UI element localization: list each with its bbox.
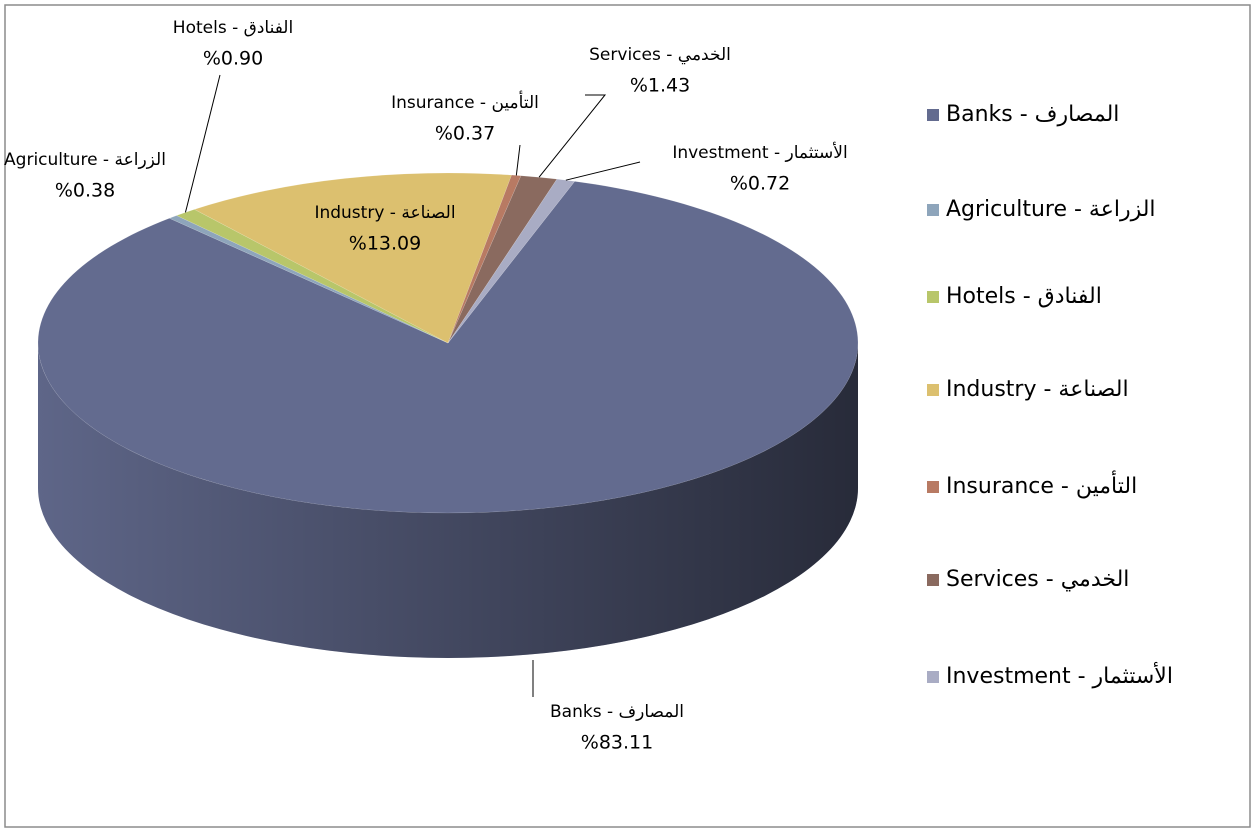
legend-swatch (927, 574, 939, 586)
legend-label: Insurance - التأمين (946, 470, 1137, 499)
data-label-name: Investment - الأستثمار (672, 142, 847, 163)
slice (176, 209, 449, 344)
leader-line (184, 74, 221, 213)
data-label-name: Insurance - التأمين (391, 90, 539, 113)
data-label-value: %1.43 (630, 75, 690, 97)
side-shade (38, 343, 858, 658)
data-label-name: Services - الخدمي (589, 45, 731, 65)
legend-swatch (927, 384, 939, 396)
data-label-value: %0.37 (435, 123, 495, 145)
legend-label: Industry - الصناعة (946, 377, 1129, 402)
legend-label: Banks - المصارف (946, 102, 1119, 127)
data-label-value: %13.09 (349, 233, 421, 255)
legend-swatch (927, 109, 939, 121)
data-label-name: Hotels - الفنادق (173, 18, 293, 38)
slice (193, 172, 512, 344)
data-label-name: Industry - الصناعة (314, 203, 455, 223)
data-label-name: Agriculture - الزراعة (4, 150, 166, 170)
slice (37, 181, 859, 514)
leader-line (515, 144, 521, 176)
legend-label: Services - الخدمي (946, 567, 1129, 592)
leader-line (565, 161, 641, 181)
leader-line (538, 94, 607, 178)
legend-swatch (927, 291, 939, 303)
data-label-value: %83.11 (581, 732, 653, 754)
legend-swatch (927, 671, 939, 683)
data-label-value: %0.72 (730, 173, 790, 195)
data-label-value: %0.90 (203, 48, 263, 70)
legend-label: Hotels - الفنادق (946, 284, 1102, 309)
legend-swatch (927, 204, 939, 216)
data-label-name: Banks - المصارف (550, 702, 684, 722)
data-label-value: %0.38 (55, 180, 115, 202)
legend-label: Agriculture - الزراعة (946, 197, 1156, 222)
legend-label: Investment - الأستثمار (946, 662, 1173, 689)
slice (168, 215, 449, 344)
legend-swatch (927, 481, 939, 493)
slice (447, 178, 576, 344)
